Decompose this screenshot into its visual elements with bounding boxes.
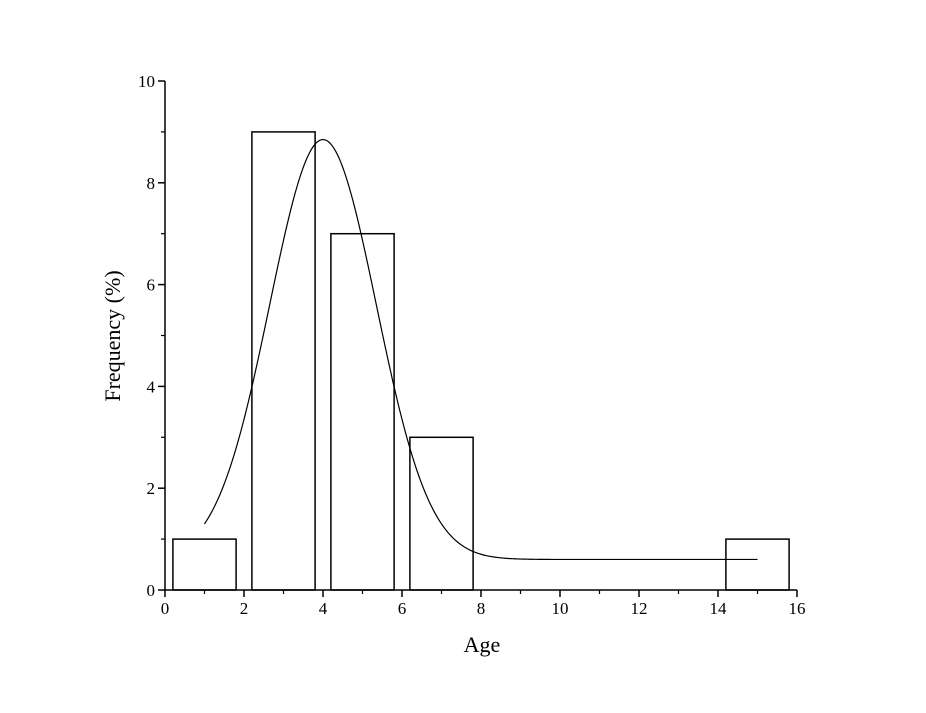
x-tick-label: 6: [398, 599, 407, 618]
y-tick-label: 6: [147, 276, 156, 295]
histogram-bar-3: [409, 436, 474, 591]
x-tick-label: 0: [161, 599, 170, 618]
x-axis-label: Age: [464, 632, 501, 657]
y-tick-label: 8: [147, 174, 156, 193]
histogram-bar-0: [172, 538, 237, 591]
x-tick-label: 4: [319, 599, 328, 618]
histogram-bar-2: [330, 232, 395, 591]
y-tick-label: 4: [147, 377, 156, 396]
x-tick-label: 16: [789, 599, 806, 618]
x-tick-label: 10: [552, 599, 569, 618]
fit-curve: [203, 138, 758, 561]
x-tick-label: 14: [710, 599, 728, 618]
x-tick-label: 2: [240, 599, 249, 618]
y-tick-label: 0: [147, 581, 156, 600]
histogram-bar-1: [251, 131, 316, 591]
fit-curve-layer: [203, 138, 758, 561]
bars-layer: [172, 131, 790, 591]
y-axis-label: Frequency (%): [100, 270, 125, 401]
ticks-layer: 0 2 4 6 8 10 12 14 16 0 2 4 6 8 10: [138, 72, 806, 618]
y-tick-label: 10: [138, 72, 155, 91]
histogram-bar-4: [725, 538, 790, 591]
x-tick-label: 12: [631, 599, 648, 618]
x-tick-label: 8: [477, 599, 486, 618]
y-tick-label: 2: [147, 479, 156, 498]
